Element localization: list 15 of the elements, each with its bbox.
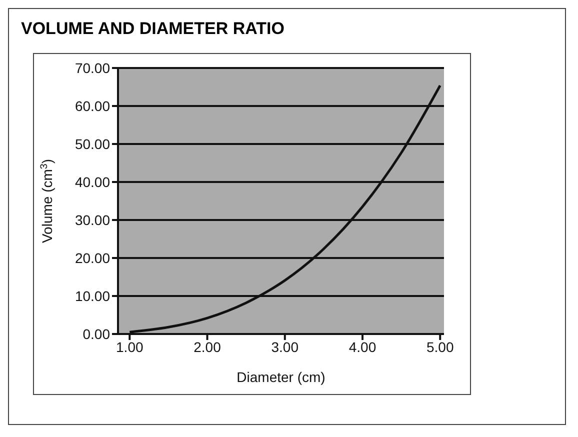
- y-tick-label: 0.00: [82, 326, 110, 342]
- x-tick-label: 5.00: [426, 338, 454, 355]
- y-tick-label: 50.00: [74, 136, 110, 152]
- y-tick-label: 40.00: [74, 174, 110, 190]
- chart-title: VOLUME AND DIAMETER RATIO: [21, 19, 284, 39]
- x-tick-label: 3.00: [271, 338, 299, 355]
- y-tick-label: 70.00: [74, 60, 110, 76]
- x-axis-title: Diameter (cm): [236, 369, 326, 385]
- y-tick-label: 30.00: [74, 212, 110, 228]
- y-tick-label: 20.00: [74, 250, 110, 266]
- x-tick-label: 2.00: [194, 338, 222, 355]
- y-tick-label: 10.00: [74, 288, 110, 304]
- x-tick-label: 4.00: [348, 338, 376, 355]
- y-tick-label: 60.00: [74, 98, 110, 114]
- x-tick-label: 1.00: [116, 338, 144, 355]
